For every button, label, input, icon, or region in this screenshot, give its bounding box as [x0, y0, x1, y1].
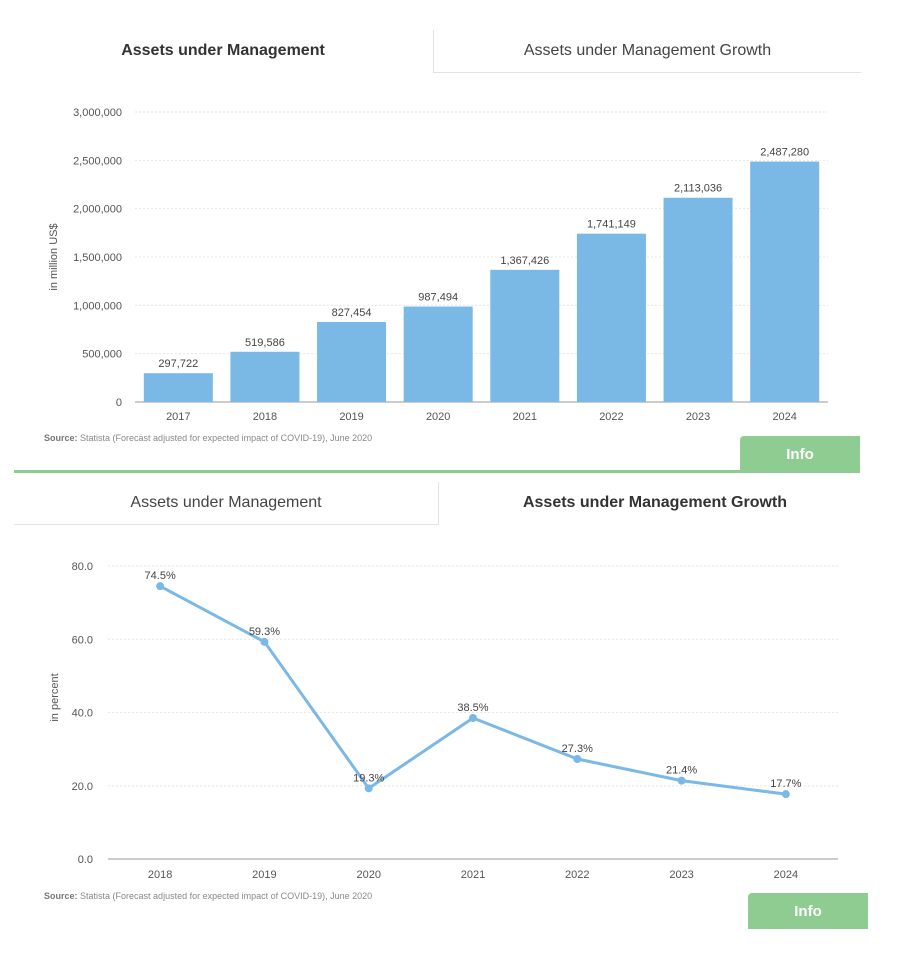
data-label: 21.4% — [666, 765, 697, 777]
y-tick-label: 2,500,000 — [73, 155, 122, 167]
data-point — [781, 790, 790, 799]
x-tick-label: 2023 — [686, 411, 710, 423]
source-text: Statista (Forecast adjusted for expected… — [80, 433, 373, 443]
bar — [143, 373, 213, 402]
x-tick-label: 2020 — [426, 411, 450, 423]
y-tick-label: 20.0 — [72, 781, 93, 793]
x-tick-label: 2021 — [513, 411, 537, 423]
data-point — [156, 582, 165, 591]
x-tick-label: 2022 — [599, 411, 623, 423]
x-tick-label: 2019 — [339, 411, 363, 423]
data-label: 2,113,036 — [674, 183, 722, 195]
data-point — [364, 784, 373, 793]
y-tick-label: 1,500,000 — [73, 252, 122, 264]
info-button[interactable]: Info — [748, 893, 868, 929]
data-label: 74.5% — [145, 570, 176, 582]
bar-chart: 0 500,000 1,000,000 1,500,000 2,000,000 2,500… — [48, 107, 828, 423]
source-note: Source: Statista (Forecast adjusted for … — [44, 891, 372, 901]
data-label: 19.3% — [353, 772, 384, 784]
data-label: 38.5% — [457, 702, 488, 714]
aum-growth-panel: Assets under Management Assets under Man… — [0, 472, 900, 965]
y-tick-label: 500,000 — [82, 349, 122, 361]
bar — [403, 306, 473, 402]
bar — [663, 197, 733, 402]
tab-assets-under-management[interactable]: Assets under Management — [121, 42, 325, 59]
data-label: 59.3% — [249, 626, 280, 638]
x-tick-label: 2019 — [252, 869, 276, 881]
y-tick-label: 0 — [116, 397, 122, 409]
data-label: 827,454 — [332, 307, 372, 319]
data-label: 519,586 — [245, 337, 285, 349]
source-text: Statista (Forecast adjusted for expected… — [80, 891, 373, 901]
tab-assets-under-management[interactable]: Assets under Management — [14, 482, 439, 525]
series-line — [159, 584, 787, 796]
tab-assets-under-management-growth[interactable]: Assets under Management Growth — [433, 30, 861, 73]
info-button[interactable]: Info — [740, 436, 860, 472]
x-tick-label: 2018 — [148, 869, 172, 881]
x-tick-label: 2022 — [565, 869, 589, 881]
data-label: 987,494 — [418, 292, 458, 304]
panel-divider — [14, 470, 860, 473]
y-axis-title: in percent — [49, 673, 61, 721]
y-tick-label: 60.0 — [72, 634, 93, 646]
data-label: 17.7% — [770, 778, 801, 790]
data-point — [469, 713, 477, 722]
data-label: 1,741,149 — [587, 219, 636, 231]
x-tick-label: 2018 — [253, 411, 277, 423]
line-chart: 0.0 20.0 40.0 60.0 80.0 in percent 74.5% 2018 59… — [49, 561, 838, 881]
bar — [317, 322, 387, 402]
bar — [576, 233, 646, 402]
x-tick-label: 2024 — [772, 411, 796, 423]
y-tick-label: 2,000,000 — [73, 204, 122, 216]
data-point — [260, 637, 269, 646]
x-tick-label: 2024 — [774, 869, 798, 881]
y-tick-label: 1,000,000 — [73, 300, 122, 312]
x-tick-label: 2023 — [669, 869, 693, 881]
tab-assets-under-management-growth[interactable]: Assets under Management Growth — [522, 494, 788, 511]
y-axis-title: in million US$ — [48, 223, 60, 290]
bar — [750, 161, 820, 402]
data-label: 27.3% — [562, 743, 593, 755]
data-label: 1,367,426 — [500, 255, 549, 267]
y-tick-label: 0.0 — [78, 854, 93, 866]
bar — [490, 269, 560, 402]
y-tick-label: 80.0 — [72, 561, 93, 573]
data-label: 2,487,280 — [760, 147, 809, 159]
x-tick-label: 2017 — [166, 411, 190, 423]
x-tick-label: 2021 — [461, 869, 485, 881]
data-point — [573, 755, 582, 764]
y-tick-label: 40.0 — [72, 708, 93, 720]
source-label: Source: — [44, 891, 78, 901]
aum-bar-panel: Assets under Management Assets under Man… — [0, 0, 900, 472]
data-point — [677, 776, 686, 785]
data-label: 297,722 — [158, 358, 198, 370]
bar — [230, 351, 300, 402]
y-tick-label: 3,000,000 — [73, 107, 122, 119]
source-note: Source: Statista (Forecast adjusted for … — [44, 433, 372, 443]
source-label: Source: — [44, 433, 78, 443]
x-tick-label: 2020 — [356, 869, 380, 881]
